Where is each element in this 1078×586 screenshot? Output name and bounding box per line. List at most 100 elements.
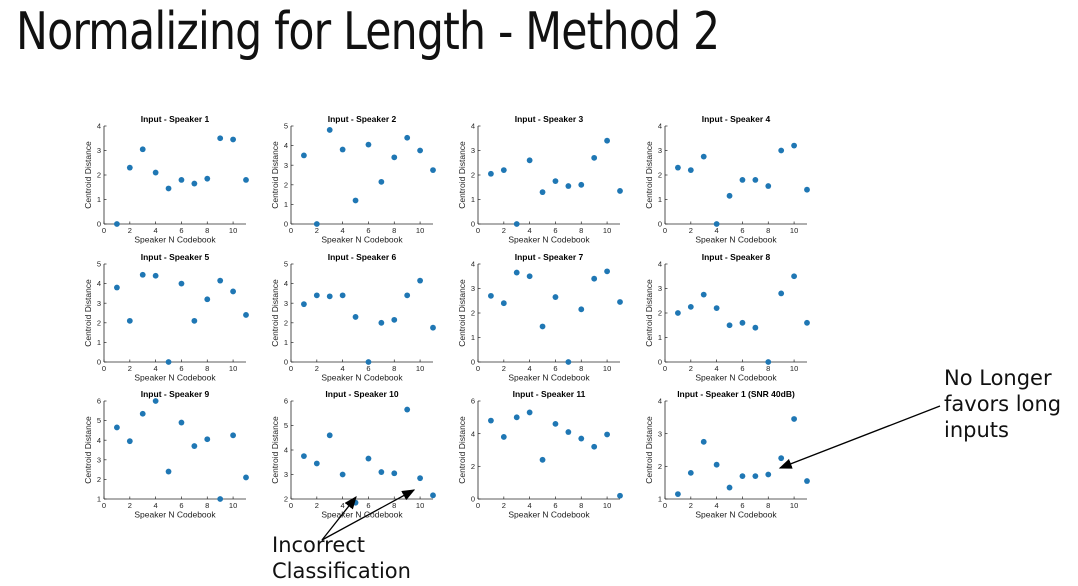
x-tick-label: 6 <box>740 226 744 235</box>
chart-title: Input - Speaker 6 <box>328 252 397 262</box>
x-tick-label: 6 <box>553 364 557 373</box>
data-point <box>700 438 707 445</box>
data-point <box>217 135 224 142</box>
data-point <box>565 359 572 365</box>
data-point <box>591 275 598 282</box>
data-point <box>713 305 720 311</box>
data-point <box>539 323 546 330</box>
x-tick-label: 6 <box>366 364 370 373</box>
data-point <box>552 294 559 300</box>
x-tick-label: 8 <box>579 501 583 510</box>
y-tick-label: 0 <box>471 495 475 504</box>
y-tick-label: 5 <box>284 260 288 269</box>
data-point <box>352 197 359 204</box>
data-point <box>488 170 494 177</box>
x-tick-label: 0 <box>289 364 293 373</box>
y-tick-label: 3 <box>97 455 101 464</box>
data-point <box>791 416 797 422</box>
data-point <box>301 301 307 308</box>
data-point <box>713 461 720 468</box>
x-tick-label: 0 <box>476 501 480 510</box>
data-point <box>391 154 398 161</box>
y-tick-label: 3 <box>97 146 101 155</box>
y-tick-label: 1 <box>97 338 101 347</box>
x-tick-label: 6 <box>553 501 557 510</box>
x-tick-label: 8 <box>766 226 770 235</box>
x-tick-label: 4 <box>154 226 158 235</box>
y-tick-label: 2 <box>97 171 101 180</box>
data-point <box>513 269 520 276</box>
data-point <box>430 324 436 331</box>
data-point <box>339 471 346 478</box>
y-tick-label: 4 <box>284 141 288 150</box>
data-point <box>114 424 120 431</box>
x-tick-label: 6 <box>553 226 557 235</box>
chart-title: Input - Speaker 7 <box>515 252 584 262</box>
slide-title: Normalizing for Length - Method 2 <box>16 2 720 62</box>
data-point <box>313 460 320 467</box>
x-tick-label: 10 <box>229 364 237 373</box>
x-tick-label: 10 <box>229 226 237 235</box>
chart-title: Input - Speaker 3 <box>515 114 584 124</box>
data-point <box>301 453 307 460</box>
data-point <box>365 455 372 462</box>
x-tick-label: 6 <box>366 226 370 235</box>
y-tick-label: 6 <box>471 397 475 406</box>
arrow-incorrect-1 <box>321 495 357 541</box>
data-point <box>326 432 333 439</box>
annotation-line: favors long <box>944 392 1062 416</box>
data-point <box>404 292 411 299</box>
data-point <box>804 186 810 193</box>
data-point <box>591 154 598 161</box>
chart-title: Input - Speaker 11 <box>513 389 586 399</box>
annotation-incorrect-classification: Incorrect Classification <box>272 532 411 584</box>
data-point <box>217 496 224 502</box>
data-point <box>391 316 398 323</box>
data-point <box>752 324 759 331</box>
x-axis-label: Speaker N Codebook <box>695 235 777 245</box>
x-tick-label: 8 <box>205 364 209 373</box>
y-tick-label: 6 <box>284 397 288 406</box>
y-tick-label: 4 <box>97 436 101 445</box>
data-point <box>765 183 772 189</box>
y-tick-label: 3 <box>97 299 101 308</box>
x-tick-label: 0 <box>102 364 106 373</box>
x-tick-label: 8 <box>392 501 396 510</box>
x-tick-label: 8 <box>579 364 583 373</box>
annotation-line: No Longer <box>944 366 1052 390</box>
data-point <box>513 414 520 421</box>
data-point <box>552 178 559 185</box>
y-tick-label: 2 <box>658 309 662 318</box>
y-axis-label: Centroid Distance <box>457 279 467 347</box>
x-tick-label: 8 <box>766 501 770 510</box>
x-tick-label: 4 <box>528 501 532 510</box>
x-tick-label: 2 <box>502 501 506 510</box>
x-tick-label: 10 <box>603 364 611 373</box>
scatter-plot-2: Input - Speaker 2 0 2 4 6 8 10 0 1 2 3 4 5 Speaker N … <box>270 114 436 245</box>
x-axis-label: Speaker N Codebook <box>134 235 216 245</box>
x-tick-label: 8 <box>392 226 396 235</box>
data-point <box>139 271 146 278</box>
data-point <box>726 322 733 329</box>
chart-title: Input - Speaker 5 <box>141 252 210 262</box>
data-point <box>191 443 198 449</box>
data-point <box>565 183 572 189</box>
y-tick-label: 4 <box>658 397 662 406</box>
x-axis-label: Speaker N Codebook <box>508 235 590 245</box>
data-point <box>204 436 211 443</box>
data-point <box>204 175 211 182</box>
x-tick-label: 2 <box>128 226 132 235</box>
data-point <box>365 141 372 148</box>
x-tick-label: 4 <box>715 501 719 510</box>
data-point <box>326 293 333 300</box>
data-point <box>617 299 623 305</box>
data-point <box>230 432 236 439</box>
data-point <box>417 277 423 284</box>
annotation-arrows <box>321 405 941 541</box>
data-point <box>378 319 385 326</box>
y-tick-label: 1 <box>97 195 101 204</box>
data-point <box>488 292 494 299</box>
x-tick-label: 10 <box>790 226 798 235</box>
